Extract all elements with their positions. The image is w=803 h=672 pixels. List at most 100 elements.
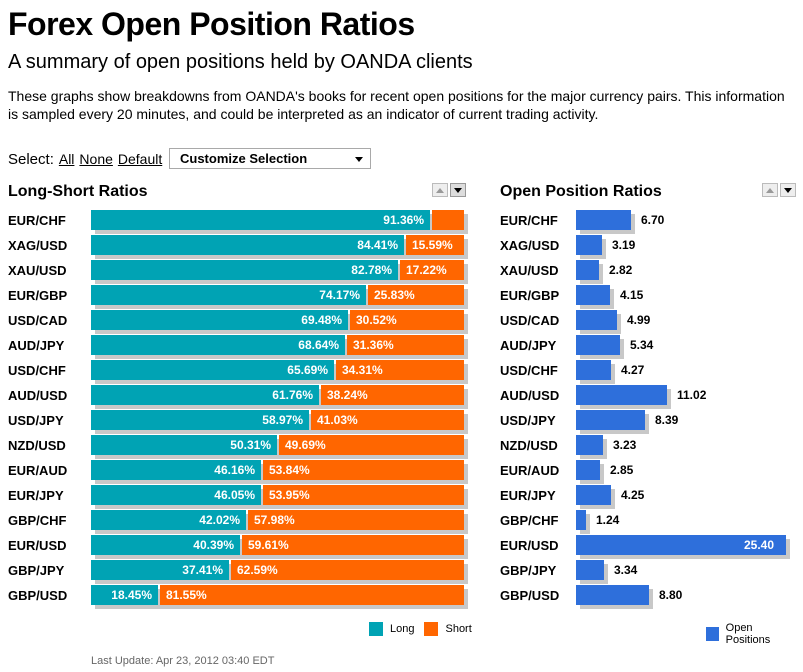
short-value-label: 17.22%: [406, 263, 447, 277]
short-bar: 81.55%: [160, 585, 464, 605]
pair-label: EUR/JPY: [500, 488, 556, 503]
long-short-row: GBP/USD 18.45% 81.55%: [8, 585, 474, 609]
long-short-row: USD/CAD 69.48% 30.52%: [8, 310, 474, 334]
open-position-bar: [576, 210, 631, 230]
pair-label: EUR/USD: [8, 538, 67, 553]
dropdown-value: Customize Selection: [180, 151, 308, 166]
long-value-label: 91.36%: [383, 213, 424, 227]
open-position-bar: [576, 535, 786, 555]
long-bar: 68.64%: [91, 335, 345, 355]
legend-swatch-open: [706, 627, 719, 641]
short-bar: 31.36%: [347, 335, 464, 355]
short-bar: 57.98%: [248, 510, 464, 530]
open-position-value-label: 2.82: [609, 263, 633, 277]
pair-label: EUR/CHF: [8, 213, 66, 228]
long-value-label: 74.17%: [319, 288, 360, 302]
open-position-value-label: 4.15: [620, 288, 644, 302]
open-position-row: XAU/USD 2.82: [500, 260, 798, 284]
short-value-label: 53.95%: [269, 488, 310, 502]
open-position-row: EUR/CHF 6.70: [500, 210, 798, 234]
open-position-row: USD/CAD 4.99: [500, 310, 798, 334]
short-value-label: 59.61%: [248, 538, 289, 552]
short-value-label: 49.69%: [285, 438, 326, 452]
long-bar: 46.16%: [91, 460, 261, 480]
short-value-label: 38.24%: [327, 388, 368, 402]
long-value-label: 84.41%: [357, 238, 398, 252]
short-value-label: 62.59%: [237, 563, 278, 577]
open-position-row: EUR/USD 25.40: [500, 535, 798, 559]
long-bar: 37.41%: [91, 560, 229, 580]
long-short-title: Long-Short Ratios: [8, 183, 148, 200]
short-value-label: 57.98%: [254, 513, 295, 527]
pair-label: EUR/JPY: [8, 488, 64, 503]
pair-label: GBP/CHF: [500, 513, 559, 528]
pair-label: XAU/USD: [500, 263, 559, 278]
pair-label: EUR/CHF: [500, 213, 558, 228]
open-position-value-label: 4.25: [621, 488, 645, 502]
pair-label: EUR/USD: [500, 538, 559, 553]
select-row: Select: All None Default Customize Selec…: [8, 148, 371, 170]
sort-up-button[interactable]: [432, 183, 448, 197]
long-value-label: 82.78%: [351, 263, 392, 277]
long-short-row: XAU/USD 82.78% 17.22%: [8, 260, 474, 284]
long-value-label: 65.69%: [287, 363, 328, 377]
long-bar: 61.76%: [91, 385, 319, 405]
long-bar: 69.48%: [91, 310, 348, 330]
short-value-label: 81.55%: [166, 588, 207, 602]
long-short-row: EUR/AUD 46.16% 53.84%: [8, 460, 474, 484]
pair-label: GBP/CHF: [8, 513, 67, 528]
long-short-legend: Long Short: [369, 622, 482, 636]
pair-label: AUD/USD: [8, 388, 68, 403]
short-value-label: 34.31%: [342, 363, 383, 377]
open-position-row: GBP/USD 8.80: [500, 585, 798, 609]
open-position-value-label: 8.39: [655, 413, 679, 427]
short-value-label: 30.52%: [356, 313, 397, 327]
short-bar: 25.83%: [368, 285, 464, 305]
long-bar: 18.45%: [91, 585, 158, 605]
short-bar: 59.61%: [242, 535, 464, 555]
long-value-label: 69.48%: [301, 313, 342, 327]
open-position-value-label: 8.80: [659, 588, 683, 602]
short-bar: 49.69%: [279, 435, 464, 455]
long-short-row: XAG/USD 84.41% 15.59%: [8, 235, 474, 259]
long-short-row: GBP/JPY 37.41% 62.59%: [8, 560, 474, 584]
open-position-bar: [576, 435, 603, 455]
pair-label: XAG/USD: [500, 238, 560, 253]
short-bar: [432, 210, 464, 230]
short-value-label: 41.03%: [317, 413, 358, 427]
select-none-link[interactable]: None: [79, 151, 113, 167]
long-value-label: 61.76%: [272, 388, 313, 402]
open-position-row: AUD/JPY 5.34: [500, 335, 798, 359]
open-position-row: NZD/USD 3.23: [500, 435, 798, 459]
legend-swatch-short: [424, 622, 439, 636]
long-value-label: 46.16%: [214, 463, 255, 477]
pair-label: EUR/GBP: [8, 288, 68, 303]
sort-up-button[interactable]: [762, 183, 778, 197]
open-position-value-label: 4.99: [627, 313, 651, 327]
sort-down-button[interactable]: [780, 183, 796, 197]
open-position-row: GBP/JPY 3.34: [500, 560, 798, 584]
short-value-label: 25.83%: [374, 288, 415, 302]
long-value-label: 37.41%: [182, 563, 223, 577]
customize-selection-dropdown[interactable]: Customize Selection: [169, 148, 371, 169]
open-position-bar: [576, 510, 586, 530]
open-position-row: EUR/GBP 4.15: [500, 285, 798, 309]
open-position-bar: [576, 360, 611, 380]
sort-down-button[interactable]: [450, 183, 466, 197]
open-position-value-label: 3.34: [614, 563, 638, 577]
long-bar: 84.41%: [91, 235, 404, 255]
long-short-sort: [432, 183, 466, 197]
select-all-link[interactable]: All: [58, 151, 75, 167]
pair-label: GBP/JPY: [8, 563, 65, 578]
long-short-row: NZD/USD 50.31% 49.69%: [8, 435, 474, 459]
open-position-row: EUR/JPY 4.25: [500, 485, 798, 509]
legend-label-short: Short: [445, 623, 472, 635]
chevron-down-icon: [355, 157, 363, 162]
open-position-value-label: 6.70: [641, 213, 665, 227]
pair-label: USD/CAD: [500, 313, 560, 328]
pair-label: XAU/USD: [8, 263, 67, 278]
select-default-link[interactable]: Default: [117, 151, 163, 167]
pair-label: USD/CHF: [500, 363, 558, 378]
open-position-row: XAG/USD 3.19: [500, 235, 798, 259]
open-position-bar: [576, 335, 620, 355]
